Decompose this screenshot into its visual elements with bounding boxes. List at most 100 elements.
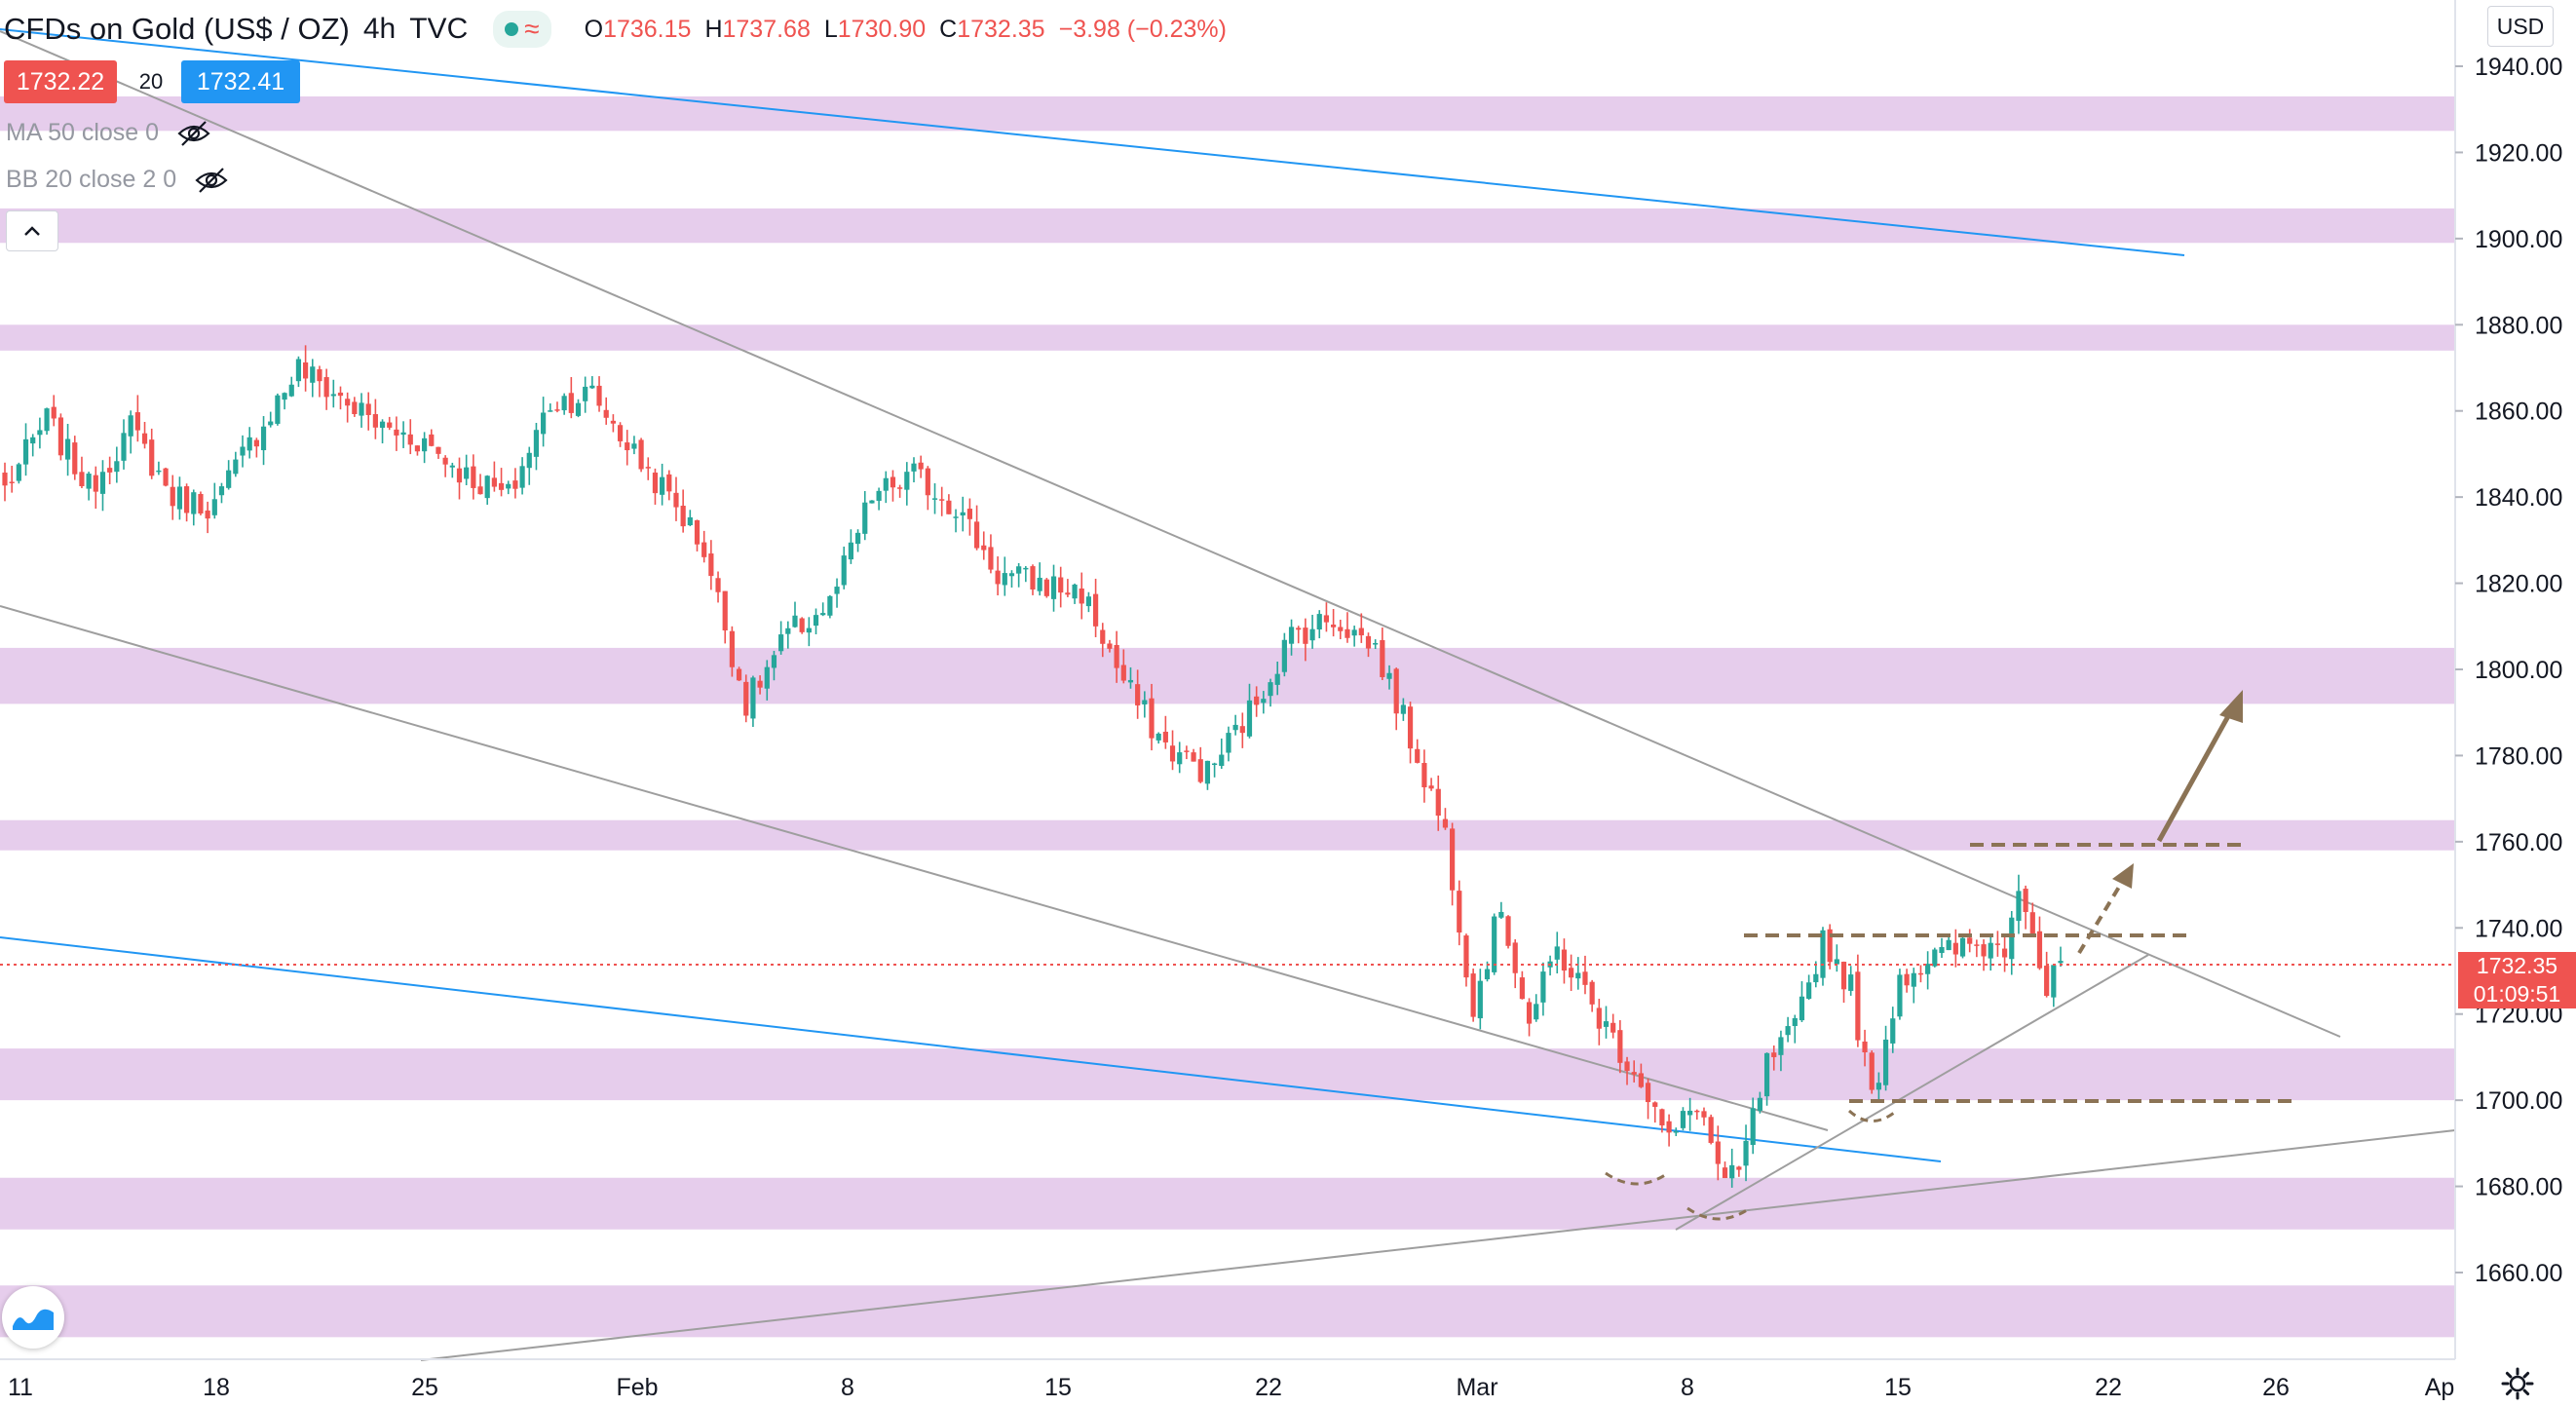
- candle: [561, 393, 567, 415]
- market-status-badge[interactable]: ≈: [493, 11, 551, 48]
- collapse-indicators-button[interactable]: [6, 210, 58, 251]
- candlesticks: [2, 345, 2064, 1188]
- candle: [64, 424, 71, 476]
- candle: [862, 491, 868, 541]
- symbol-title[interactable]: CFDs on Gold (US$ / OZ): [4, 12, 350, 46]
- candle: [1016, 562, 1022, 588]
- candle: [1393, 667, 1399, 731]
- candle: [1281, 632, 1287, 677]
- candle: [1400, 698, 1406, 721]
- candle: [1582, 955, 1588, 995]
- candle: [1806, 974, 1812, 1001]
- candle: [1037, 562, 1042, 596]
- candle: [1932, 947, 1938, 968]
- candle: [1994, 931, 2001, 957]
- candle: [834, 578, 840, 608]
- x-tick-label: Ap: [2425, 1374, 2455, 1401]
- candle: [827, 594, 833, 619]
- sell-button[interactable]: 1732.22: [4, 60, 117, 103]
- currency-button[interactable]: USD: [2487, 6, 2554, 47]
- candle: [1631, 1060, 1637, 1083]
- candle: [2051, 964, 2057, 1008]
- candle: [1288, 619, 1295, 656]
- candle: [526, 446, 532, 485]
- candle: [2009, 910, 2015, 975]
- candle: [57, 413, 64, 461]
- indicator-bb[interactable]: BB 20 close 2 0: [6, 166, 229, 194]
- settings-gear-icon[interactable]: [2500, 1366, 2535, 1401]
- candle: [1415, 739, 1421, 764]
- candle: [1120, 649, 1126, 684]
- ohlc-values: O1736.15 H1737.68 L1730.90 C1732.35 −3.9…: [584, 15, 1227, 43]
- zone-band-0: [0, 95, 2455, 132]
- candle: [1254, 686, 1260, 717]
- candle: [701, 530, 707, 563]
- y-tick-label: 1700.00: [2475, 1087, 2562, 1115]
- candle: [1722, 1161, 1728, 1179]
- spread-label: 20: [138, 69, 164, 94]
- candle: [841, 546, 847, 589]
- candle: [1848, 966, 1854, 996]
- candle: [1652, 1101, 1658, 1123]
- candle: [1974, 939, 1980, 958]
- candle: [904, 462, 910, 506]
- candle: [141, 421, 148, 449]
- candle: [617, 422, 624, 447]
- candle: [1435, 775, 1441, 831]
- candle: [345, 392, 351, 423]
- candle: [1421, 749, 1427, 803]
- candle: [1072, 583, 1078, 604]
- candle: [1659, 1108, 1665, 1133]
- symbol-header: CFDs on Gold (US$ / OZ) 4h TVC ≈ O1736.1…: [4, 6, 1227, 53]
- candle: [1079, 572, 1084, 620]
- eye-hidden-icon[interactable]: [176, 120, 211, 147]
- tradingview-logo-icon: [13, 1309, 54, 1330]
- y-tick-label: 1780.00: [2475, 742, 2562, 770]
- candle: [1736, 1165, 1742, 1177]
- candle: [813, 608, 819, 634]
- candle: [1246, 683, 1253, 739]
- candle: [275, 393, 281, 426]
- breakout-arrowhead: [2112, 863, 2134, 889]
- buy-button[interactable]: 1732.41: [181, 60, 300, 103]
- tradingview-logo[interactable]: [2, 1286, 64, 1349]
- indicator-ma[interactable]: MA 50 close 0: [6, 119, 211, 147]
- candle: [268, 411, 274, 428]
- candle: [1386, 665, 1392, 690]
- candle: [1603, 1006, 1610, 1039]
- candle: [240, 435, 246, 468]
- candle: [506, 480, 511, 495]
- candle: [1778, 1030, 1784, 1072]
- candle: [1345, 612, 1350, 643]
- candle: [191, 489, 197, 526]
- close-value: 1732.35: [957, 15, 1045, 43]
- candle: [694, 519, 701, 551]
- candle: [226, 460, 232, 490]
- x-tick-label: 15: [1884, 1374, 1912, 1401]
- long-uptrend-line: [420, 1129, 2456, 1361]
- candle: [1135, 669, 1141, 719]
- candle: [1226, 726, 1231, 762]
- candle: [1743, 1124, 1749, 1182]
- candle: [37, 417, 43, 449]
- candle: [205, 501, 210, 534]
- candle: [973, 505, 980, 551]
- candle: [1771, 1045, 1777, 1071]
- candle: [995, 556, 1001, 596]
- candle: [1967, 929, 1973, 953]
- candle: [198, 491, 204, 515]
- zone-band-6: [0, 1177, 2455, 1230]
- candle: [729, 626, 735, 677]
- last-price-value: 1732.35: [2476, 953, 2558, 978]
- eye-hidden-icon[interactable]: [194, 167, 229, 194]
- candle: [1184, 745, 1190, 760]
- candle: [854, 529, 861, 552]
- interval-label[interactable]: 4h: [362, 13, 397, 45]
- candle: [1365, 632, 1372, 658]
- candle: [778, 621, 784, 655]
- candle: [1729, 1148, 1735, 1188]
- candle: [1338, 619, 1344, 640]
- downtrend-upper-line: [0, 30, 2341, 1038]
- candle: [163, 467, 169, 487]
